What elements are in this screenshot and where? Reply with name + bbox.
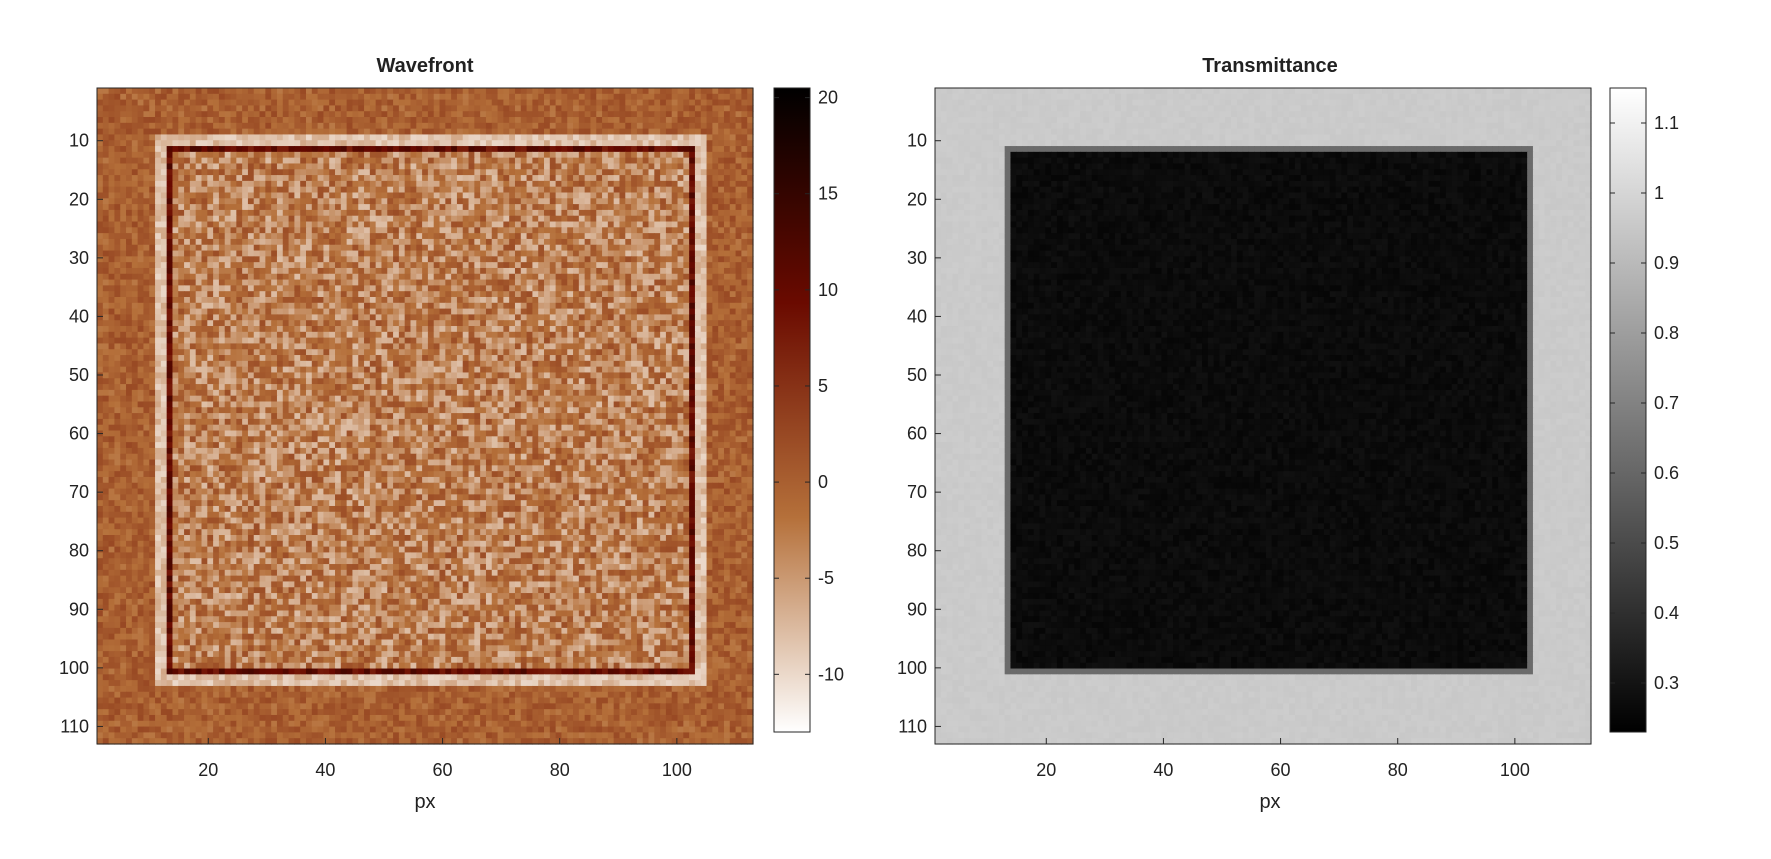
transmittance-ytick-label: 70: [907, 482, 927, 502]
wavefront-ytick-label: 10: [69, 131, 89, 151]
wavefront-ytick-label: 20: [69, 189, 89, 209]
transmittance-ytick-label: 100: [897, 658, 927, 678]
wavefront-ytick-label: 40: [69, 306, 89, 326]
transmittance-ytick-label: 50: [907, 365, 927, 385]
transmittance-colorbar-tick-label: 0.7: [1654, 393, 1679, 413]
wavefront-ytick-label: 50: [69, 365, 89, 385]
transmittance-xtick-label: 40: [1153, 760, 1173, 780]
transmittance-colorbar-tick-label: 0.5: [1654, 533, 1679, 553]
wavefront-ytick-label: 110: [60, 716, 89, 736]
wavefront-xtick-label: 20: [198, 760, 218, 780]
transmittance-axes-box: [934, 87, 1592, 745]
transmittance-colorbar-tick-label: 1.1: [1654, 113, 1679, 133]
wavefront-colorbar-tick-label: -10: [818, 664, 844, 684]
transmittance-colorbar-tick-label: 1: [1654, 183, 1664, 203]
transmittance-xtick-label: 80: [1388, 760, 1408, 780]
transmittance-xtick-label: 100: [1500, 760, 1530, 780]
transmittance-ytick-label: 30: [907, 248, 927, 268]
wavefront-colorbar-tick-label: -5: [818, 568, 834, 588]
transmittance-ytick-label: 10: [907, 131, 927, 151]
wavefront-colorbar-tick-label: 0: [818, 472, 828, 492]
wavefront-xtick-label: 100: [662, 760, 692, 780]
transmittance-image: [935, 88, 1592, 745]
wavefront-colorbar-tick-label: 20: [818, 88, 838, 108]
transmittance-panel: Transmittance px 20 40 60 80 100 10 20 30 40 50 60…: [885, 0, 1771, 854]
transmittance-ytick-label: 60: [907, 424, 927, 444]
wavefront-axes-box: [96, 87, 754, 745]
transmittance-ytick-label: 90: [907, 599, 927, 619]
transmittance-ytick-label: 80: [907, 541, 927, 561]
wavefront-ytick-label: 60: [69, 424, 89, 444]
wavefront-image: [97, 88, 754, 745]
transmittance-colorbar: [1609, 87, 1647, 733]
wavefront-ytick-label: 90: [69, 599, 89, 619]
transmittance-chart: Transmittance px 20 40 60 80 100 10 20 30 40 50 60…: [897, 55, 1679, 813]
wavefront-colorbar-tick-label: 15: [818, 184, 838, 204]
wavefront-ytick-label: 80: [69, 541, 89, 561]
transmittance-title: Transmittance: [1202, 55, 1338, 77]
transmittance-xlabel: px: [1259, 791, 1280, 813]
wavefront-colorbar: [773, 87, 811, 733]
transmittance-colorbar-tick-label: 0.4: [1654, 603, 1679, 623]
transmittance-ytick-label: 20: [907, 189, 927, 209]
wavefront-xtick-label: 40: [315, 760, 335, 780]
transmittance-colorbar-tick-label: 0.3: [1654, 673, 1679, 693]
wavefront-chart: Wavefront px 20 40 60 80 1001020304050607080…: [59, 55, 844, 813]
transmittance-colorbar-tick-label: 0.8: [1654, 323, 1679, 343]
transmittance-colorbar-tick-label: 0.6: [1654, 463, 1679, 483]
transmittance-ytick-label: 110: [898, 716, 927, 736]
wavefront-title: Wavefront: [376, 55, 473, 77]
transmittance-ytick-label: 40: [907, 306, 927, 326]
wavefront-ytick-label: 100: [59, 658, 89, 678]
wavefront-ytick-label: 30: [69, 248, 89, 268]
transmittance-xtick-label: 60: [1271, 760, 1291, 780]
wavefront-ytick-label: 70: [69, 482, 89, 502]
wavefront-xtick-label: 60: [433, 760, 453, 780]
wavefront-panel: Wavefront px 20 40 60 80 100 10 20 30 40 50 60 70 80…: [0, 0, 885, 854]
transmittance-xtick-label: 20: [1036, 760, 1056, 780]
wavefront-colorbar-tick-label: 10: [818, 280, 838, 300]
wavefront-xtick-label: 80: [550, 760, 570, 780]
wavefront-colorbar-tick-label: 5: [818, 376, 828, 396]
wavefront-xlabel: px: [414, 791, 435, 813]
transmittance-colorbar-tick-label: 0.9: [1654, 253, 1679, 273]
